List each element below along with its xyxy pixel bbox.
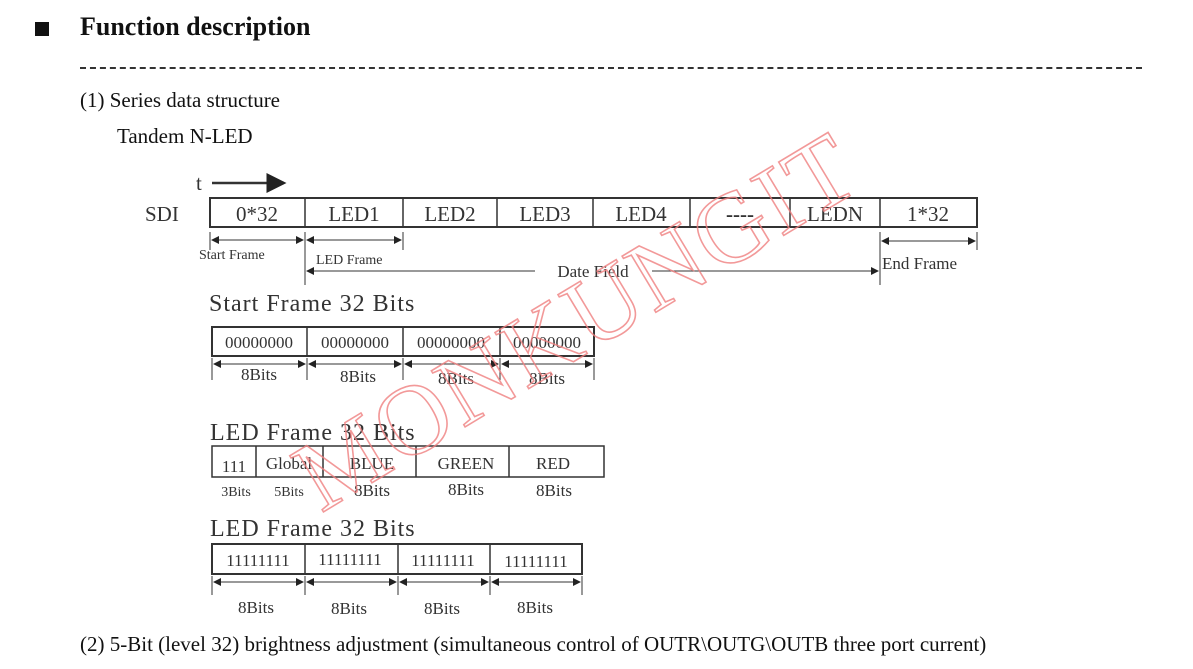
- start-frame-title: Start Frame 32 Bits: [209, 291, 415, 317]
- bit-width: 8Bits: [517, 598, 553, 617]
- sdi-label: SDI: [145, 202, 179, 226]
- bit-cell: 00000000: [513, 333, 581, 352]
- bit-width: 8Bits: [448, 480, 484, 499]
- bit-cell: 00000000: [225, 333, 293, 352]
- sdi-cell: LED4: [615, 202, 667, 226]
- bit-width: 8Bits: [238, 598, 274, 617]
- bit-width: 8Bits: [241, 365, 277, 384]
- sdi-cells: 0*32 LED1 LED2 LED3 LED4 ---- LEDN 1*32: [236, 202, 949, 226]
- led-field-green: GREEN: [438, 454, 495, 473]
- led-frame-label: LED Frame: [316, 253, 382, 268]
- black-square-icon: [35, 22, 49, 36]
- dashed-divider: [80, 67, 1142, 69]
- bit-cell: 11111111: [504, 552, 568, 571]
- sdi-cell-ellipsis: ----: [726, 202, 754, 226]
- sdi-cell: LEDN: [807, 202, 863, 226]
- sdi-cell: 0*32: [236, 202, 278, 226]
- bit-cell: 00000000: [321, 333, 389, 352]
- bit-width: 8Bits: [438, 369, 474, 388]
- section-heading: (1) Series data structure: [80, 88, 281, 112]
- section-heading: (2) 5-Bit (level 32) brightness adjustme…: [80, 632, 987, 656]
- sdi-cell: LED1: [328, 202, 379, 226]
- bit-cell: 11111111: [411, 551, 475, 570]
- sdi-cell: 1*32: [907, 202, 949, 226]
- bit-width: 8Bits: [331, 599, 367, 618]
- date-field-label: Date Field: [557, 262, 629, 281]
- bit-cell: 11111111: [318, 550, 382, 569]
- end-frame-label: End Frame: [882, 254, 957, 273]
- end-frame-title: LED Frame 32 Bits: [210, 516, 416, 542]
- section-subheading: Tandem N-LED: [117, 124, 253, 148]
- led-field: Global: [266, 454, 313, 473]
- bit-cell: 11111111: [226, 551, 290, 570]
- bit-width: 8Bits: [424, 599, 460, 618]
- sdi-cell: LED3: [519, 202, 570, 226]
- bit-width: 8Bits: [354, 481, 390, 500]
- led-field-blue: BLUE: [350, 454, 394, 473]
- sdi-cell: LED2: [424, 202, 475, 226]
- bit-width: 3Bits: [221, 485, 251, 500]
- led-frame-title: LED Frame 32 Bits: [210, 420, 416, 446]
- led-field: 111: [222, 457, 246, 476]
- bit-width: 8Bits: [536, 481, 572, 500]
- led-field-red: RED: [536, 454, 570, 473]
- bit-width: 5Bits: [274, 485, 304, 500]
- bit-width: 8Bits: [529, 369, 565, 388]
- bit-width: 8Bits: [340, 367, 376, 386]
- page-title: Function description: [80, 12, 311, 41]
- start-frame-label: Start Frame: [199, 248, 265, 263]
- bit-cell: 00000000: [417, 333, 485, 352]
- time-label: t: [196, 171, 202, 195]
- watermark: MONKUNGIT: [275, 110, 876, 532]
